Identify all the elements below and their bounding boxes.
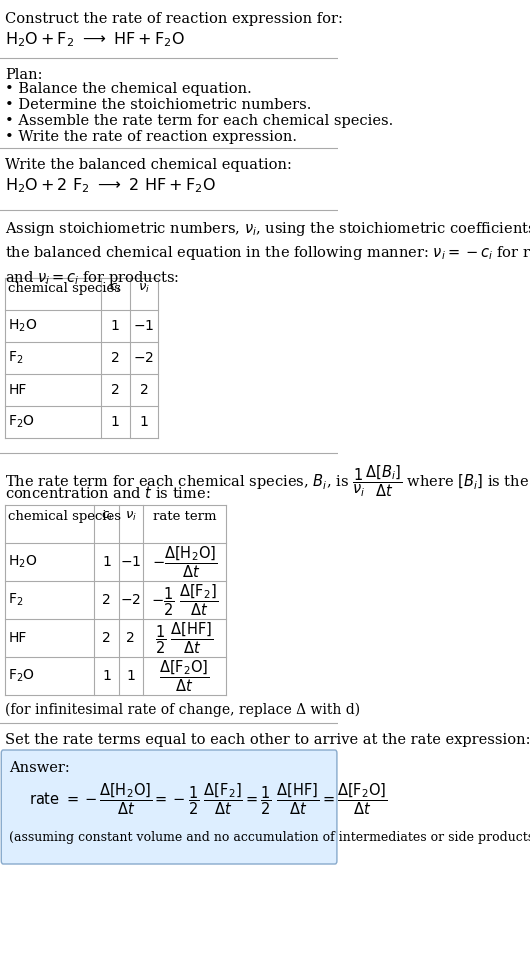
Text: Set the rate terms equal to each other to arrive at the rate expression:: Set the rate terms equal to each other t… [5,733,530,747]
Text: $\mathrm{H_2O}$: $\mathrm{H_2O}$ [8,553,38,570]
Text: Construct the rate of reaction expression for:: Construct the rate of reaction expressio… [5,12,343,26]
Text: Assign stoichiometric numbers, $\nu_i$, using the stoichiometric coefficients, $: Assign stoichiometric numbers, $\nu_i$, … [5,220,530,287]
Text: $-2$: $-2$ [120,593,142,607]
Text: 1: 1 [139,415,148,429]
Text: • Assemble the rate term for each chemical species.: • Assemble the rate term for each chemic… [5,114,393,128]
Text: rate $= -\dfrac{\Delta[\mathrm{H_2O}]}{\Delta t} = -\dfrac{1}{2}\ \dfrac{\Delta[: rate $= -\dfrac{\Delta[\mathrm{H_2O}]}{\… [29,781,387,817]
FancyBboxPatch shape [1,750,337,864]
Text: Write the balanced chemical equation:: Write the balanced chemical equation: [5,158,292,172]
Text: $\mathrm{H_2O + 2\ F_2 \ \longrightarrow \ 2\ HF + F_2O}$: $\mathrm{H_2O + 2\ F_2 \ \longrightarrow… [5,176,216,194]
Text: • Determine the stoichiometric numbers.: • Determine the stoichiometric numbers. [5,98,312,112]
Text: $\mathrm{H_2O}$: $\mathrm{H_2O}$ [8,318,38,334]
Text: $\nu_i$: $\nu_i$ [125,510,137,523]
Text: 2: 2 [111,351,120,365]
Text: Plan:: Plan: [5,68,42,82]
Text: $-\dfrac{\Delta[\mathrm{H_2O}]}{\Delta t}$: $-\dfrac{\Delta[\mathrm{H_2O}]}{\Delta t… [152,545,217,580]
Text: $-\dfrac{1}{2}\ \dfrac{\Delta[\mathrm{F_2}]}{\Delta t}$: $-\dfrac{1}{2}\ \dfrac{\Delta[\mathrm{F_… [151,583,218,618]
Text: HF: HF [8,631,26,645]
Text: • Write the rate of reaction expression.: • Write the rate of reaction expression. [5,130,297,144]
Text: 2: 2 [111,383,120,397]
Text: $c_i$: $c_i$ [101,510,112,523]
Text: 1: 1 [126,669,135,683]
Text: $\dfrac{\Delta[\mathrm{F_2O}]}{\Delta t}$: $\dfrac{\Delta[\mathrm{F_2O}]}{\Delta t}… [159,658,210,694]
Text: 2: 2 [127,631,135,645]
Text: 2: 2 [102,631,111,645]
Text: $\mathrm{F_2O}$: $\mathrm{F_2O}$ [8,414,35,430]
Text: chemical species: chemical species [8,282,121,295]
Text: $-2$: $-2$ [134,351,154,365]
Text: $\dfrac{1}{2}\ \dfrac{\Delta[\mathrm{HF}]}{\Delta t}$: $\dfrac{1}{2}\ \dfrac{\Delta[\mathrm{HF}… [155,620,214,656]
Text: • Balance the chemical equation.: • Balance the chemical equation. [5,82,252,96]
Text: 1: 1 [102,555,111,569]
Text: $-1$: $-1$ [133,319,155,333]
Text: rate term: rate term [153,510,216,523]
Text: concentration and $t$ is time:: concentration and $t$ is time: [5,485,210,501]
Text: $\mathrm{F_2}$: $\mathrm{F_2}$ [8,591,24,608]
Text: The rate term for each chemical species, $B_i$, is $\dfrac{1}{\nu_i}\dfrac{\Delt: The rate term for each chemical species,… [5,463,530,499]
Text: 2: 2 [139,383,148,397]
Text: $\mathrm{H_2O + F_2 \ \longrightarrow \ HF + F_2O}$: $\mathrm{H_2O + F_2 \ \longrightarrow \ … [5,30,185,49]
Text: (assuming constant volume and no accumulation of intermediates or side products): (assuming constant volume and no accumul… [9,831,530,844]
Text: $-1$: $-1$ [120,555,142,569]
Text: 1: 1 [111,319,120,333]
Text: HF: HF [8,383,26,397]
Text: $c_i$: $c_i$ [109,282,121,295]
Text: 1: 1 [102,669,111,683]
Text: 2: 2 [102,593,111,607]
Text: Answer:: Answer: [9,761,69,775]
Text: $\mathrm{F_2O}$: $\mathrm{F_2O}$ [8,668,35,684]
Text: (for infinitesimal rate of change, replace Δ with d): (for infinitesimal rate of change, repla… [5,703,360,717]
Text: 1: 1 [111,415,120,429]
Text: $\nu_i$: $\nu_i$ [138,282,150,295]
Text: chemical species: chemical species [8,510,121,523]
Text: $\mathrm{F_2}$: $\mathrm{F_2}$ [8,349,24,366]
